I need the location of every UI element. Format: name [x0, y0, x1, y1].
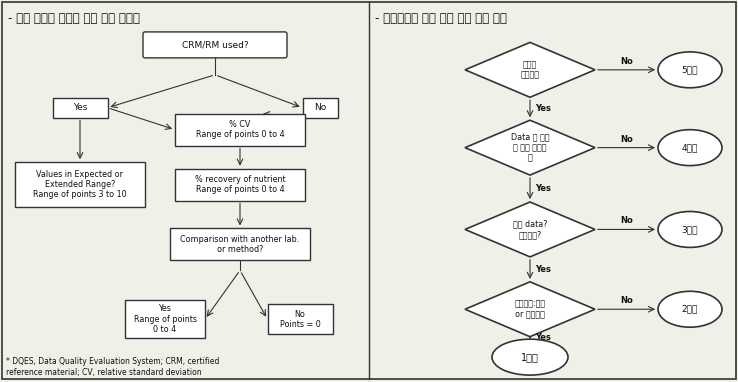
FancyBboxPatch shape [52, 98, 108, 118]
FancyBboxPatch shape [303, 98, 337, 118]
Text: Yes: Yes [535, 184, 551, 193]
Polygon shape [465, 42, 595, 97]
Text: CRM/RM used?: CRM/RM used? [182, 40, 248, 49]
Text: Yes: Yes [535, 104, 551, 113]
Text: No
Points = 0: No Points = 0 [280, 309, 320, 329]
FancyBboxPatch shape [267, 304, 333, 334]
Ellipse shape [658, 52, 722, 88]
Polygon shape [465, 282, 595, 337]
Ellipse shape [658, 212, 722, 248]
Text: 발표기관:국가
or 공인기관: 발표기관:국가 or 공인기관 [514, 299, 545, 319]
FancyBboxPatch shape [175, 168, 305, 201]
Text: Yes: Yes [535, 265, 551, 274]
Text: 2등급: 2등급 [682, 305, 698, 314]
Text: No: No [620, 57, 633, 66]
Text: No: No [620, 217, 633, 225]
Text: 국내 data?
최신자료?: 국내 data? 최신자료? [513, 220, 548, 239]
Text: Yes: Yes [535, 333, 551, 342]
Text: No: No [620, 134, 633, 144]
Ellipse shape [658, 291, 722, 327]
Text: No: No [314, 103, 326, 112]
Text: Comparison with another lab.
or method?: Comparison with another lab. or method? [180, 235, 300, 254]
Text: Values in Expected or
Extended Range?
Range of points 3 to 10: Values in Expected or Extended Range? Ra… [33, 170, 127, 199]
Text: 공식적
실험방법: 공식적 실험방법 [520, 60, 539, 79]
Text: Yes: Yes [73, 103, 87, 112]
FancyBboxPatch shape [143, 32, 287, 58]
Text: % CV
Range of points 0 to 4: % CV Range of points 0 to 4 [196, 120, 284, 139]
FancyBboxPatch shape [175, 114, 305, 146]
FancyBboxPatch shape [170, 228, 310, 261]
Text: 3등급: 3등급 [682, 225, 698, 234]
Text: 5등급: 5등급 [682, 65, 698, 74]
Text: * DQES, Data Quality Evaluation System; CRM, certified
reference material; CV, r: * DQES, Data Quality Evaluation System; … [6, 357, 219, 377]
Polygon shape [465, 120, 595, 175]
Text: % recovery of nutrient
Range of points 0 to 4: % recovery of nutrient Range of points 0… [195, 175, 286, 194]
Text: No: No [620, 296, 633, 305]
Ellipse shape [492, 339, 568, 375]
Text: 1등급: 1등급 [521, 352, 539, 362]
FancyBboxPatch shape [125, 300, 205, 338]
Ellipse shape [658, 129, 722, 166]
Polygon shape [465, 202, 595, 257]
Text: Data 질 판정
을 위한 기록된
비: Data 질 판정 을 위한 기록된 비 [511, 133, 549, 163]
FancyBboxPatch shape [15, 162, 145, 207]
Text: - 질병관리청 분석 자료 등급 부여 원칙: - 질병관리청 분석 자료 등급 부여 원칙 [375, 12, 507, 25]
Text: 4등급: 4등급 [682, 143, 698, 152]
Text: - 미국 농무부 데이터 질적 평가 시스템: - 미국 농무부 데이터 질적 평가 시스템 [8, 12, 140, 25]
Text: Yes
Range of points
0 to 4: Yes Range of points 0 to 4 [134, 304, 196, 334]
